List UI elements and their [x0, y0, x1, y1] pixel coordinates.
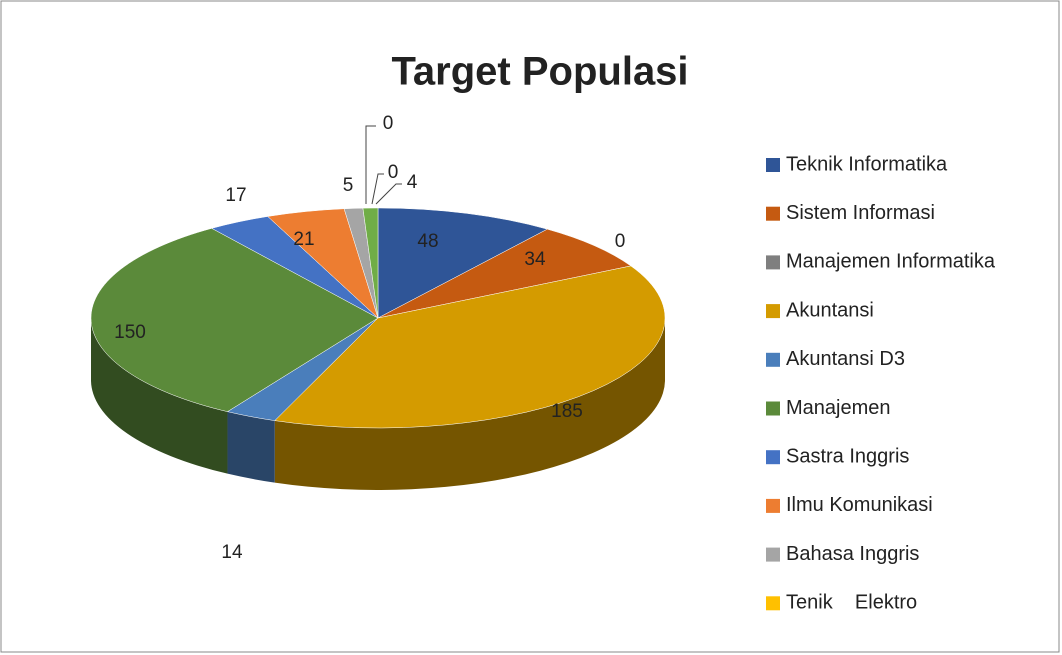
- legend-label: Sastra Inggris: [786, 445, 909, 467]
- data-label: 21: [293, 229, 314, 250]
- data-label: 4: [407, 172, 418, 193]
- legend-swatch: [766, 401, 780, 416]
- data-label: 0: [615, 231, 626, 252]
- slice: [377, 207, 548, 319]
- leader-lines: [365, 125, 402, 205]
- legend-swatch: [766, 596, 780, 611]
- data-label: 17: [225, 185, 246, 206]
- legend-swatch: [766, 498, 780, 513]
- slice: [274, 265, 666, 429]
- legend-label: Akuntansi: [786, 299, 874, 321]
- slice: [90, 228, 379, 412]
- slice-side: [227, 411, 275, 483]
- legend-label: Ilmu Komunikasi: [786, 494, 933, 516]
- legend-swatch: [766, 158, 780, 172]
- slice: [362, 207, 379, 319]
- legend-swatch: [766, 352, 780, 367]
- data-label: 5: [343, 175, 354, 196]
- leader-line: [365, 125, 376, 204]
- data-label: 34: [524, 249, 546, 270]
- legend-label: Teknik Informatika: [786, 153, 948, 175]
- legend-swatch: [766, 255, 780, 270]
- leader-line: [371, 173, 384, 205]
- legend-label: Bahasa Inggris: [786, 543, 919, 565]
- data-label: 14: [221, 542, 243, 563]
- legend-label: Manajemen: [786, 397, 891, 419]
- legend-swatch: [766, 450, 780, 465]
- legend-label: Manajemen Informatika: [786, 251, 996, 273]
- legend-swatch: [766, 206, 780, 221]
- leader-line: [375, 183, 402, 205]
- slice-side: [274, 318, 665, 490]
- slice: [377, 228, 632, 319]
- slice-side: [91, 318, 228, 474]
- data-label: 48: [417, 231, 438, 252]
- legend-label: Sistem Informasi: [786, 202, 935, 224]
- chart-title: Target Populasi: [391, 50, 688, 94]
- data-label: 0: [383, 113, 394, 134]
- data-label: 185: [551, 401, 583, 422]
- legend-label: Akuntansi D3: [786, 348, 905, 370]
- data-label: 0: [388, 162, 399, 183]
- legend-swatch: [766, 304, 780, 319]
- legend-swatch: [766, 547, 780, 562]
- data-label: 150: [114, 322, 146, 343]
- legend-label: Tenik Elektro: [786, 592, 917, 614]
